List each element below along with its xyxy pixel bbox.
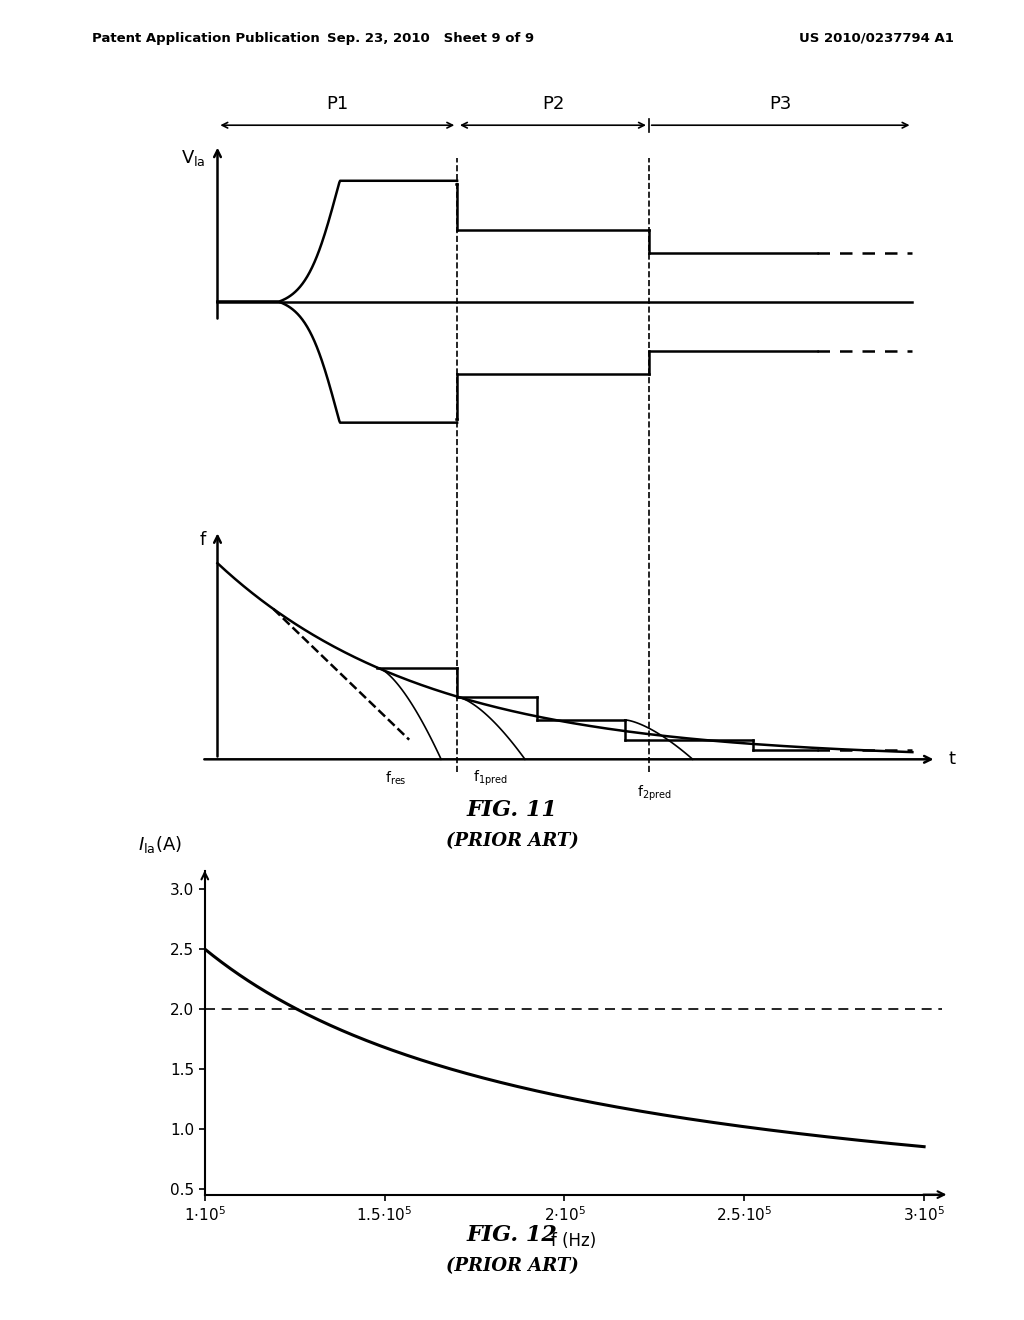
Text: P1: P1: [327, 95, 348, 114]
Text: Sep. 23, 2010   Sheet 9 of 9: Sep. 23, 2010 Sheet 9 of 9: [327, 32, 534, 45]
X-axis label: f (Hz): f (Hz): [551, 1232, 596, 1250]
Text: f$_{\rm res}$: f$_{\rm res}$: [385, 770, 407, 787]
Text: $I_{\rm la}$(A): $I_{\rm la}$(A): [138, 834, 182, 855]
Text: t: t: [948, 750, 955, 768]
Text: f$_{\rm 2pred}$: f$_{\rm 2pred}$: [637, 784, 672, 804]
Text: f$_{\rm 1pred}$: f$_{\rm 1pred}$: [473, 770, 508, 788]
Text: (PRIOR ART): (PRIOR ART): [445, 1257, 579, 1275]
Text: P3: P3: [769, 95, 792, 114]
Text: Patent Application Publication: Patent Application Publication: [92, 32, 319, 45]
Text: f: f: [200, 531, 206, 549]
Text: US 2010/0237794 A1: US 2010/0237794 A1: [799, 32, 953, 45]
Text: FIG. 11: FIG. 11: [467, 799, 557, 821]
Text: FIG. 12: FIG. 12: [467, 1224, 557, 1246]
Text: P2: P2: [542, 95, 564, 114]
Text: V$_{\rm la}$: V$_{\rm la}$: [181, 148, 206, 168]
Text: (PRIOR ART): (PRIOR ART): [445, 832, 579, 850]
